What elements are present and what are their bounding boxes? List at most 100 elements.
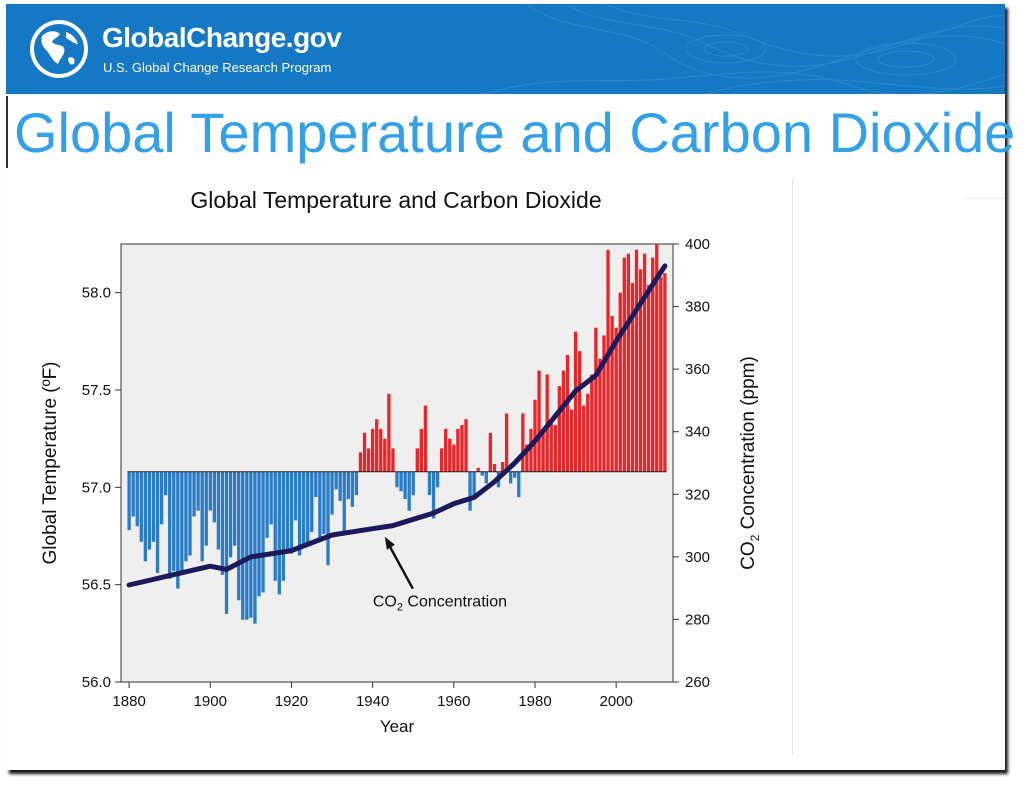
temperature-bar-1968 (484, 471, 488, 484)
temperature-bar-1953 (423, 405, 428, 472)
temperature-bar-1972 (500, 462, 505, 472)
temperature-bar-2008 (646, 284, 651, 472)
temperature-bar-1939 (366, 448, 371, 472)
temperature-bar-1991 (577, 351, 582, 472)
topo-pattern (485, 4, 1005, 94)
temperature-bar-1975 (513, 471, 517, 478)
temperature-bar-1944 (387, 393, 391, 472)
temperature-bar-1946 (395, 471, 399, 488)
globe-icon[interactable] (28, 18, 90, 80)
temperature-bar-1963 (464, 419, 468, 472)
temperature-bar-1998 (606, 249, 610, 472)
temperature-bar-1906 (232, 471, 237, 546)
temperature-bar-1905 (228, 471, 233, 558)
x-tick-label-1960: 1960 (437, 693, 470, 710)
temperature-bar-1966 (476, 467, 480, 472)
temperature-bar-1885 (147, 471, 152, 550)
page-heading: Global Temperature and Carbon Dioxide (6, 96, 1015, 168)
site-name[interactable]: GlobalChange.gov (102, 22, 342, 53)
x-axis-label: Year (380, 717, 415, 736)
y-axis-label: Global Temperature (ºF) (40, 362, 61, 565)
x-tick-label-1880: 1880 (112, 693, 145, 710)
temperature-bar-1907 (237, 471, 241, 601)
temperature-bar-1891 (172, 471, 176, 572)
temperature-bar-1945 (391, 448, 395, 472)
temperature-bar-1989 (569, 409, 574, 472)
temperature-bar-1934 (346, 471, 350, 500)
temperature-bar-1958 (444, 428, 448, 472)
temperature-bar-1899 (204, 471, 208, 546)
temperature-bar-1970 (492, 463, 497, 472)
temperature-bar-1904 (224, 471, 229, 614)
temperature-bar-1937 (358, 452, 363, 472)
temperature-bar-1922 (297, 471, 302, 556)
temperature-bar-1902 (216, 471, 221, 550)
temperature-bar-1951 (415, 448, 419, 472)
temperature-bar-1880 (127, 471, 131, 531)
temperature-bar-1965 (472, 471, 476, 498)
temperature-bar-1960 (452, 444, 456, 472)
temperature-bar-1908 (241, 471, 245, 620)
y2-tick-label-340: 340 (685, 424, 710, 441)
temperature-bar-1889 (163, 471, 168, 496)
right-rule (966, 198, 1005, 199)
temperature-bar-1888 (159, 471, 164, 525)
chart: Global Temperature and Carbon Dioxide 18… (40, 178, 1005, 754)
temperature-bar-1948 (403, 471, 407, 500)
temperature-bar-1997 (602, 335, 606, 472)
temperature-bar-1886 (151, 471, 156, 542)
y-tick-label-57.5: 57.5 (82, 382, 111, 399)
annotation-arrow (387, 544, 414, 590)
temperature-bar-2012 (663, 273, 667, 472)
y2-tick-label-260: 260 (685, 674, 710, 691)
temperature-bar-1924 (306, 471, 310, 544)
temperature-bar-1988 (565, 354, 570, 472)
temperature-bar-2004 (630, 282, 635, 472)
temperature-bar-1982 (541, 432, 545, 472)
temperature-bar-1957 (439, 448, 444, 472)
temperature-bar-1990 (573, 331, 578, 472)
temperature-bar-1901 (212, 471, 217, 523)
temperature-bar-1928 (322, 471, 326, 535)
x-tick-label-2000: 2000 (599, 693, 632, 710)
site-header: GlobalChange.gov U.S. Global Change Rese… (6, 4, 1005, 94)
chart-right-edge (792, 178, 793, 754)
site-subtitle: U.S. Global Change Research Program (103, 60, 332, 75)
temperature-bar-1992 (582, 405, 586, 472)
temperature-bar-1949 (407, 471, 411, 511)
temperature-bar-1978 (525, 444, 529, 472)
temperature-bar-1884 (143, 471, 148, 562)
temperature-bar-2000 (614, 327, 618, 472)
temperature-bar-2002 (622, 257, 626, 472)
temperature-bar-1883 (139, 471, 143, 542)
temperature-bar-1984 (549, 419, 553, 472)
temperature-bar-1950 (411, 471, 415, 496)
x-tick-label-1900: 1900 (194, 693, 227, 710)
temperature-bar-2010 (655, 244, 659, 472)
temperature-bar-1920 (289, 471, 294, 554)
page-title: Global Temperature and Carbon Dioxide (14, 101, 1016, 164)
temperature-bar-1926 (314, 471, 318, 498)
annotation-label: CO2 Concentration (373, 594, 507, 614)
temperature-bar-1947 (399, 471, 403, 492)
temperature-bar-1986 (557, 386, 562, 472)
x-tick-label-1980: 1980 (518, 693, 551, 710)
y2-axis-label-co: CO (738, 541, 759, 570)
y-tick-label-56.0: 56.0 (82, 674, 111, 691)
temperature-bar-1881 (131, 471, 135, 517)
temperature-bars (127, 244, 667, 624)
temperature-bar-2006 (638, 269, 643, 472)
temperature-bar-1976 (517, 471, 521, 498)
temperature-bar-1913 (261, 471, 265, 593)
temperature-bar-1959 (448, 438, 452, 472)
temperature-bar-1994 (590, 374, 594, 472)
y-tick-label-57.0: 57.0 (82, 479, 111, 496)
x-tick-label-1940: 1940 (356, 693, 389, 710)
y-tick-label-58.0: 58.0 (82, 285, 111, 302)
temperature-bar-1941 (375, 419, 379, 472)
temperature-bar-1980 (533, 399, 537, 472)
temperature-bar-1952 (419, 428, 424, 472)
y2-tick-label-400: 400 (685, 236, 710, 253)
y-axis-left: 56.0 56.5 57.0 57.5 58.0 (82, 285, 121, 691)
temperature-bar-2003 (626, 253, 631, 472)
